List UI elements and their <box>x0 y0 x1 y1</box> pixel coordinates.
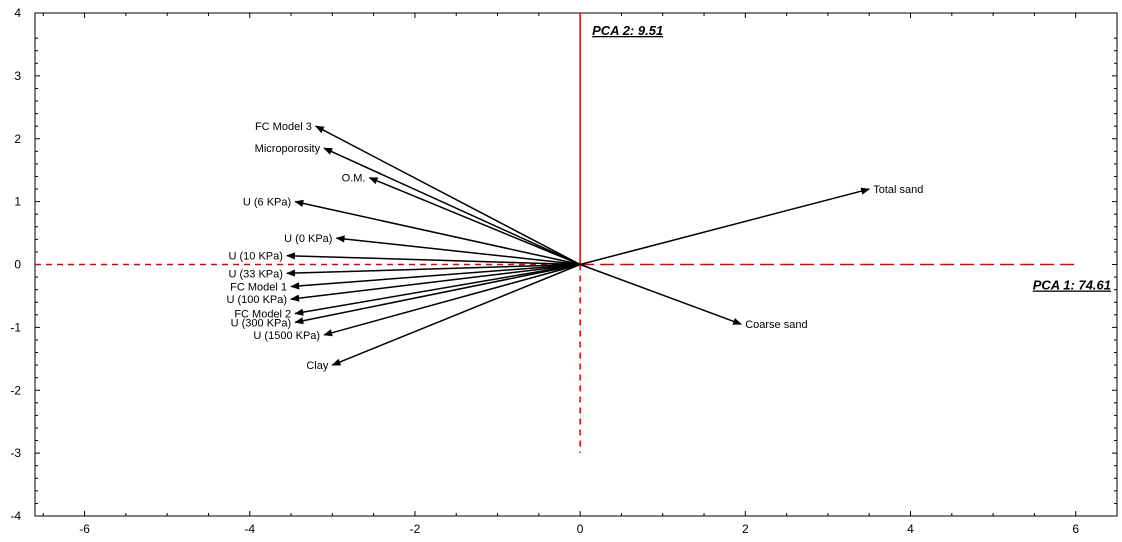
pca1-axis-label: PCA 1: 74.61 <box>1033 278 1111 293</box>
x-tick-label: 4 <box>907 522 914 536</box>
loading-vector <box>368 177 581 266</box>
y-tick-label: -2 <box>10 383 21 397</box>
vector-label: FC Model 1 <box>230 282 287 294</box>
vector-label: FC Model 3 <box>255 121 312 133</box>
y-tick-label: -1 <box>10 320 21 334</box>
x-tick-label: 0 <box>577 522 584 536</box>
x-tick-label: -4 <box>244 522 255 536</box>
loading-vector <box>315 125 581 266</box>
x-tick-label: -6 <box>79 522 90 536</box>
y-tick-label: 1 <box>14 195 21 209</box>
vector-label: Coarse sand <box>745 319 807 331</box>
vector-label: FC Model 2 <box>234 309 291 321</box>
loading-vector <box>294 263 581 316</box>
loading-vector <box>335 235 581 266</box>
vector-label: Microporosity <box>255 143 321 155</box>
x-tick-label: -2 <box>410 522 421 536</box>
loading-vector <box>323 147 581 266</box>
vector-label: U (6 KPa) <box>243 197 291 209</box>
vector-label: U (10 KPa) <box>228 251 282 263</box>
loading-vector <box>323 263 581 337</box>
y-tick-label: 4 <box>14 6 21 20</box>
pca2-axis-label: PCA 2: 9.51 <box>592 23 663 38</box>
vector-label: U (100 KPa) <box>227 294 288 306</box>
loading-vector <box>579 263 743 325</box>
x-tick-label: 6 <box>1072 522 1079 536</box>
loading-vector <box>290 263 581 302</box>
reference-lines-group <box>35 13 1076 454</box>
vector-label: Clay <box>306 360 329 372</box>
labels-group: FC Model 3 Microporosity O.M. U (6 KPa) U (0… <box>227 121 924 372</box>
loading-vector <box>286 252 581 266</box>
vector-label: U (1500 KPa) <box>253 330 320 342</box>
axes-group: -6 -4 -2 0 2 4 6 -4 -3 -2 -1 0 1 2 3 4 <box>10 6 1118 536</box>
vectors-group <box>286 125 871 366</box>
x-tick-label: 2 <box>742 522 749 536</box>
y-tick-label: 3 <box>14 69 21 83</box>
loading-vector <box>579 187 871 266</box>
vector-label: O.M. <box>342 173 366 185</box>
vector-label: U (300 KPa) <box>231 317 292 329</box>
loading-vector <box>331 263 581 366</box>
y-tick-label: -4 <box>10 509 21 523</box>
y-tick-label: 2 <box>14 132 21 146</box>
vector-label: U (0 KPa) <box>284 233 332 245</box>
vector-label: U (33 KPa) <box>228 268 282 280</box>
loading-vector <box>294 199 581 266</box>
loading-vector <box>290 263 581 290</box>
loading-vector <box>294 263 581 325</box>
loading-vector <box>286 263 581 277</box>
y-tick-label: 0 <box>14 258 21 272</box>
y-tick-label: -3 <box>10 446 21 460</box>
vector-label: Total sand <box>873 184 923 196</box>
